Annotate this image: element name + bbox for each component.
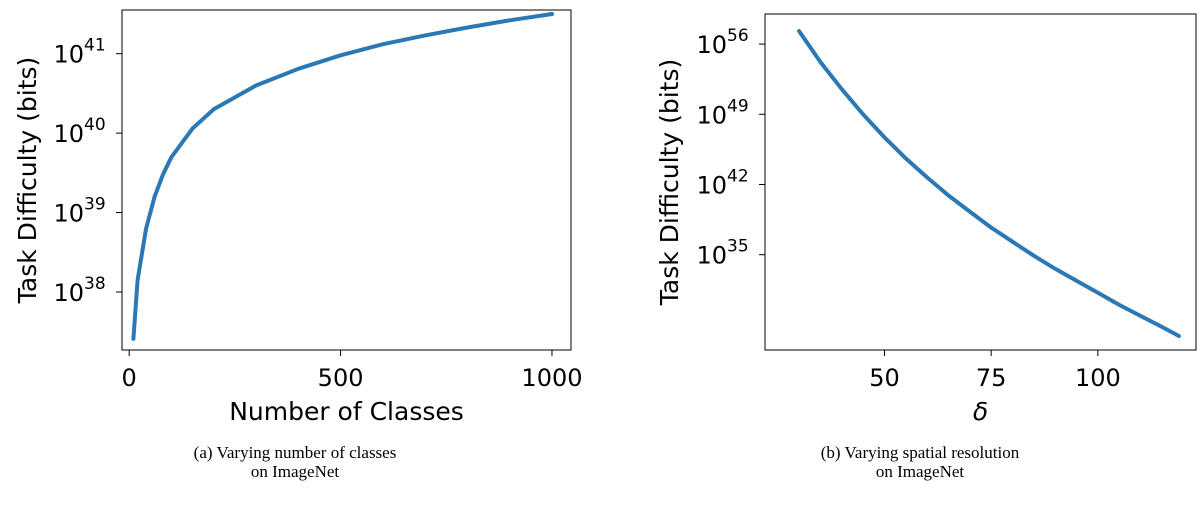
chart-b-ytick-exponent: 35 — [727, 237, 749, 257]
chart-a-series-line-0 — [131, 12, 554, 341]
caption-b-line1: (b) Varying spatial resolution — [820, 443, 1020, 462]
chart-b-ytick-label: 10 — [696, 31, 727, 59]
chart-a-xtick-label: 0 — [122, 364, 137, 392]
chart-a-ytick-exponent: 39 — [84, 195, 106, 215]
chart-b: 50 75 100 10 35 10 42 10 49 10 56 δ Task Difficulty … — [600, 0, 1203, 517]
chart-a-y-axis-label: Task Difficulty (bits) — [13, 57, 42, 305]
chart-b-ytick-label: 10 — [696, 242, 727, 270]
chart-b-series-line-0 — [797, 29, 1181, 338]
chart-a-plot-frame — [121, 9, 572, 351]
chart-a-xtick-label: 500 — [318, 364, 364, 392]
caption-b-line2: on ImageNet — [875, 462, 965, 481]
chart-a-ytick-label: 10 — [53, 41, 84, 69]
chart-b-xtick-label: 75 — [976, 364, 1007, 392]
chart-b-xtick-label: 50 — [869, 364, 900, 392]
chart-a-ytick-label: 10 — [53, 120, 84, 148]
chart-a-ytick-exponent: 41 — [84, 36, 106, 56]
chart-b-ytick-exponent: 42 — [727, 167, 749, 187]
caption-a-line1: (a) Varying number of classes — [193, 443, 397, 462]
chart-b-ytick-exponent: 56 — [727, 26, 749, 46]
chart-a: 0 500 1000 10 38 10 39 10 40 10 41 Number of Classe… — [0, 0, 600, 517]
chart-b-ytick-label: 10 — [696, 172, 727, 200]
chart-a-ytick-exponent: 38 — [84, 274, 106, 294]
chart-a-xtick-label: 1000 — [521, 364, 582, 392]
chart-b-y-axis-label: Task Difficulty (bits) — [655, 59, 684, 307]
chart-b-x-axis-label: δ — [973, 397, 988, 426]
chart-a-ytick-label: 10 — [53, 200, 84, 228]
chart-a-ytick-exponent: 40 — [84, 115, 106, 135]
caption-a-line2: on ImageNet — [250, 462, 340, 481]
caption-a: (a) Varying number of classes on ImageNe… — [145, 443, 445, 481]
chart-b-plot-frame — [764, 13, 1197, 351]
chart-b-ytick-exponent: 49 — [727, 96, 749, 116]
chart-a-x-axis-label: Number of Classes — [229, 397, 464, 426]
chart-b-xtick-label: 100 — [1075, 364, 1121, 392]
chart-b-ytick-label: 10 — [696, 101, 727, 129]
caption-b: (b) Varying spatial resolution on ImageN… — [770, 443, 1070, 481]
chart-a-ytick-label: 10 — [53, 279, 84, 307]
